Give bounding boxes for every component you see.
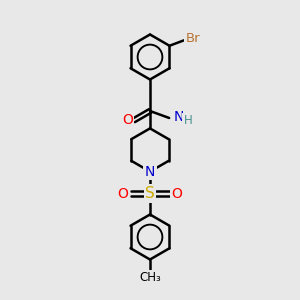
Text: S: S xyxy=(145,186,155,201)
Text: CH₃: CH₃ xyxy=(139,271,161,284)
Text: O: O xyxy=(172,187,182,200)
Text: Br: Br xyxy=(186,32,200,45)
Text: O: O xyxy=(122,113,133,127)
Text: O: O xyxy=(118,187,128,200)
Text: H: H xyxy=(183,115,192,128)
Text: N: N xyxy=(174,110,184,124)
Text: N: N xyxy=(145,165,155,178)
